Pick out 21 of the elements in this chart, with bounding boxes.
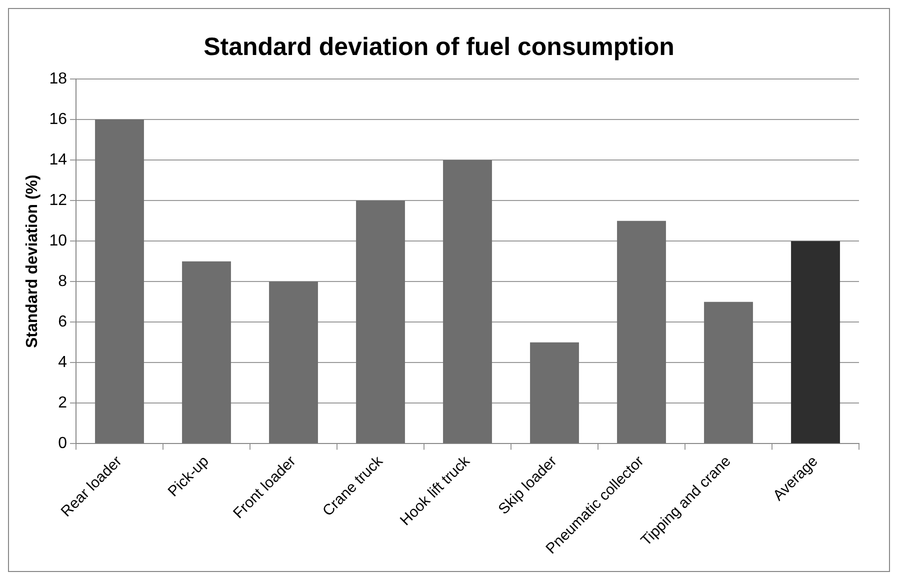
bar (443, 160, 492, 444)
y-tick-label: 6 (58, 314, 68, 331)
y-tick-label: 0 (58, 435, 68, 452)
y-tick-label: 18 (49, 70, 68, 88)
bar (356, 200, 405, 444)
y-tick-label: 14 (49, 151, 68, 168)
y-tick-label: 8 (58, 273, 68, 290)
bar (617, 220, 666, 444)
bar (269, 282, 318, 444)
y-tick-label: 4 (58, 354, 68, 372)
y-tick-label: 12 (49, 192, 68, 209)
bar (95, 120, 144, 444)
y-axis-title: Standard deviation (%) (24, 174, 42, 348)
bar (182, 261, 231, 444)
bar (791, 241, 840, 444)
bar (704, 302, 753, 444)
chart-title: Standard deviation of fuel consumption (204, 32, 674, 61)
bar (530, 342, 579, 444)
y-tick-label: 10 (49, 232, 68, 250)
y-tick-label: 2 (58, 394, 68, 412)
y-tick-label: 16 (49, 110, 68, 128)
